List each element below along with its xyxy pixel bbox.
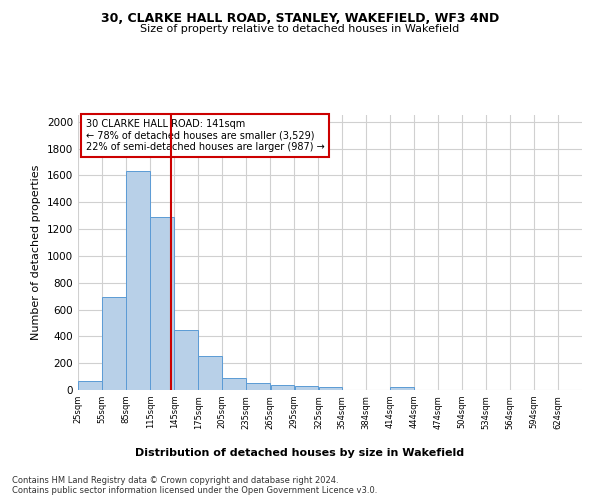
Bar bbox=[295, 386, 318, 390]
Bar bbox=[390, 388, 413, 390]
Text: Size of property relative to detached houses in Wakefield: Size of property relative to detached ho… bbox=[140, 24, 460, 34]
Bar bbox=[199, 356, 222, 390]
Bar bbox=[102, 297, 126, 390]
Bar bbox=[223, 378, 246, 390]
Bar bbox=[247, 382, 270, 390]
Bar bbox=[271, 384, 294, 390]
Bar bbox=[151, 217, 174, 390]
Bar bbox=[319, 386, 342, 390]
Text: Distribution of detached houses by size in Wakefield: Distribution of detached houses by size … bbox=[136, 448, 464, 458]
Bar bbox=[78, 382, 102, 390]
Text: Contains HM Land Registry data © Crown copyright and database right 2024.: Contains HM Land Registry data © Crown c… bbox=[12, 476, 338, 485]
Text: 30 CLARKE HALL ROAD: 141sqm
← 78% of detached houses are smaller (3,529)
22% of : 30 CLARKE HALL ROAD: 141sqm ← 78% of det… bbox=[86, 119, 325, 152]
Text: Contains public sector information licensed under the Open Government Licence v3: Contains public sector information licen… bbox=[12, 486, 377, 495]
Bar bbox=[175, 330, 198, 390]
Text: 30, CLARKE HALL ROAD, STANLEY, WAKEFIELD, WF3 4ND: 30, CLARKE HALL ROAD, STANLEY, WAKEFIELD… bbox=[101, 12, 499, 26]
Y-axis label: Number of detached properties: Number of detached properties bbox=[31, 165, 41, 340]
Bar bbox=[126, 172, 150, 390]
